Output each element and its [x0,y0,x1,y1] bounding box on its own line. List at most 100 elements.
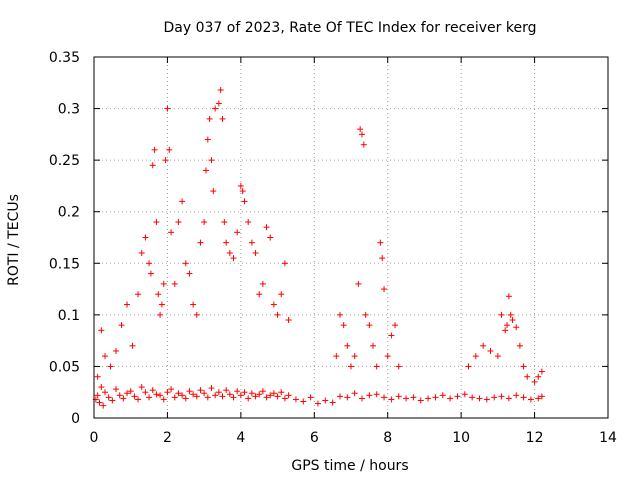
data-point [197,387,204,394]
data-point [151,146,158,153]
data-point [417,397,424,404]
data-point [204,136,211,143]
data-point [395,393,402,400]
data-point [107,363,114,370]
data-point [131,393,138,400]
data-point [160,280,167,287]
data-point [202,167,209,174]
data-point [230,394,237,401]
data-point [538,368,545,375]
data-point [221,219,228,226]
data-point [142,389,149,396]
data-point [113,347,120,354]
data-point [204,394,211,401]
data-point [100,402,107,409]
data-point [281,395,288,402]
data-point [94,392,101,399]
data-point [274,393,281,400]
data-point [157,311,164,318]
data-point [388,396,395,403]
data-point [505,395,512,402]
axis-ticks [93,56,609,419]
chart-title: Day 037 of 2023, Rate Of TEC Index for r… [164,20,537,36]
data-point [373,363,380,370]
data-point [483,396,490,403]
data-point [182,395,189,402]
data-point [98,384,105,391]
data-point [212,392,219,399]
data-point [461,391,468,398]
data-point [270,390,277,397]
data-point [158,301,165,308]
data-point [535,395,542,402]
data-point [248,390,255,397]
data-point [259,280,266,287]
data-point [135,291,142,298]
x-tick-label: 14 [599,430,617,446]
data-point [234,388,241,395]
data-point [491,394,498,401]
data-point [507,311,514,318]
data-point [513,392,520,399]
data-point [520,363,527,370]
data-point [252,249,259,256]
data-point [520,394,527,401]
data-point [329,399,336,406]
data-point [259,388,266,395]
data-point [118,322,125,329]
y-axis-label: ROTI / TECUs [6,194,22,286]
data-point [513,324,520,331]
data-point [166,146,173,153]
data-point [469,394,476,401]
data-point [355,280,362,287]
data-point [245,219,252,226]
data-point [223,387,230,394]
data-point [379,255,386,262]
data-point [212,105,219,112]
data-point [336,311,343,318]
data-point [344,394,351,401]
data-point [252,393,259,400]
data-point [171,394,178,401]
data-point [381,286,388,293]
data-point [425,395,432,402]
data-point [113,386,120,393]
y-tick-label: 0.3 [58,102,80,118]
data-point [193,311,200,318]
data-point [300,398,307,405]
data-point [162,157,169,164]
data-point [94,373,101,380]
data-point [366,392,373,399]
data-point [509,317,516,324]
data-point [129,342,136,349]
data-point [362,311,369,318]
data-point [373,391,380,398]
data-point [138,384,145,391]
data-point [239,188,246,195]
data-point [210,188,217,195]
data-point [127,388,134,395]
data-point [179,392,186,399]
x-tick-label: 10 [452,430,470,446]
data-point [241,198,248,205]
data-point [256,391,263,398]
tick-labels: 0 2 4 6 8 10 12 14 0 0.05 0.1 0.15 0.2 0.25 0.3 0.35 [49,50,617,446]
data-point [146,394,153,401]
data-point [502,327,509,334]
data-point [263,224,270,231]
data-point [160,396,167,403]
data-point [340,322,347,329]
data-point [190,391,197,398]
data-point [322,397,329,404]
x-tick-label: 2 [163,430,172,446]
data-point [344,342,351,349]
data-point [336,393,343,400]
data-point [149,162,156,169]
x-axis-label: GPS time / hours [291,458,408,474]
data-point [105,394,112,401]
data-point [175,390,182,397]
data-point [98,327,105,334]
data-point [109,397,116,404]
data-point [201,219,208,226]
